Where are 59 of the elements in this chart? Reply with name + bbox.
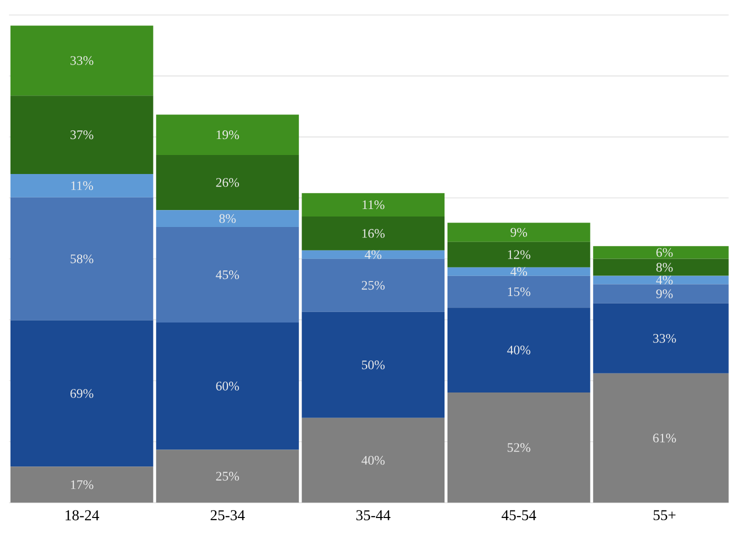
data-label: 19% xyxy=(216,130,239,140)
data-label: 4% xyxy=(364,250,382,260)
bar xyxy=(302,250,445,260)
x-tick-label: 55+ xyxy=(654,510,676,520)
data-label: 11% xyxy=(71,181,94,190)
data-label: 8% xyxy=(656,263,673,272)
data-label: 52% xyxy=(508,443,530,452)
bar xyxy=(447,392,590,503)
bar xyxy=(156,155,299,210)
bar xyxy=(302,418,445,503)
bar xyxy=(447,242,590,268)
x-tick-label: 35-44 xyxy=(356,510,390,520)
data-label: 16% xyxy=(362,229,385,238)
x-tick-label: 18-24 xyxy=(66,510,100,520)
data-label: 61% xyxy=(653,434,676,443)
bar xyxy=(447,267,590,276)
data-label: 45% xyxy=(216,270,239,280)
data-label: 8% xyxy=(219,214,236,224)
data-label: 25% xyxy=(362,281,385,290)
bar xyxy=(447,308,590,393)
bar xyxy=(10,96,154,174)
data-label: 69% xyxy=(70,389,94,398)
data-label: 50% xyxy=(362,360,385,370)
bar xyxy=(156,114,299,156)
data-label: 33% xyxy=(70,56,94,66)
bar xyxy=(302,259,445,312)
data-label: 33% xyxy=(653,334,676,343)
data-label: 17% xyxy=(71,480,94,490)
bar xyxy=(156,227,299,323)
data-label: 40% xyxy=(507,346,530,355)
data-label: 11% xyxy=(362,200,384,210)
data-label: 6% xyxy=(656,248,673,258)
bar xyxy=(10,320,154,467)
bar xyxy=(10,198,154,320)
bar xyxy=(302,312,445,418)
x-tick-label: 25-34 xyxy=(210,510,245,520)
data-label: 4% xyxy=(656,276,673,285)
data-label: 12% xyxy=(508,250,530,260)
bar xyxy=(10,466,154,503)
bar xyxy=(302,216,445,251)
data-label: 9% xyxy=(510,228,528,237)
data-label: 37% xyxy=(70,130,94,140)
data-label: 9% xyxy=(656,290,673,298)
bar xyxy=(10,26,154,96)
bar xyxy=(447,276,590,308)
data-label: 4% xyxy=(510,267,528,276)
x-tick-label: 45-54 xyxy=(502,510,536,520)
bar xyxy=(302,193,445,217)
data-label: 40% xyxy=(362,456,385,465)
data-label: 58% xyxy=(70,254,94,264)
data-label: 26% xyxy=(216,178,239,188)
bar xyxy=(156,450,299,503)
data-label: 25% xyxy=(216,472,239,481)
data-label: 60% xyxy=(216,382,239,391)
bar xyxy=(156,322,299,450)
data-label: 15% xyxy=(508,287,530,296)
bar xyxy=(447,222,590,242)
bar xyxy=(156,210,299,228)
bar xyxy=(10,174,154,198)
